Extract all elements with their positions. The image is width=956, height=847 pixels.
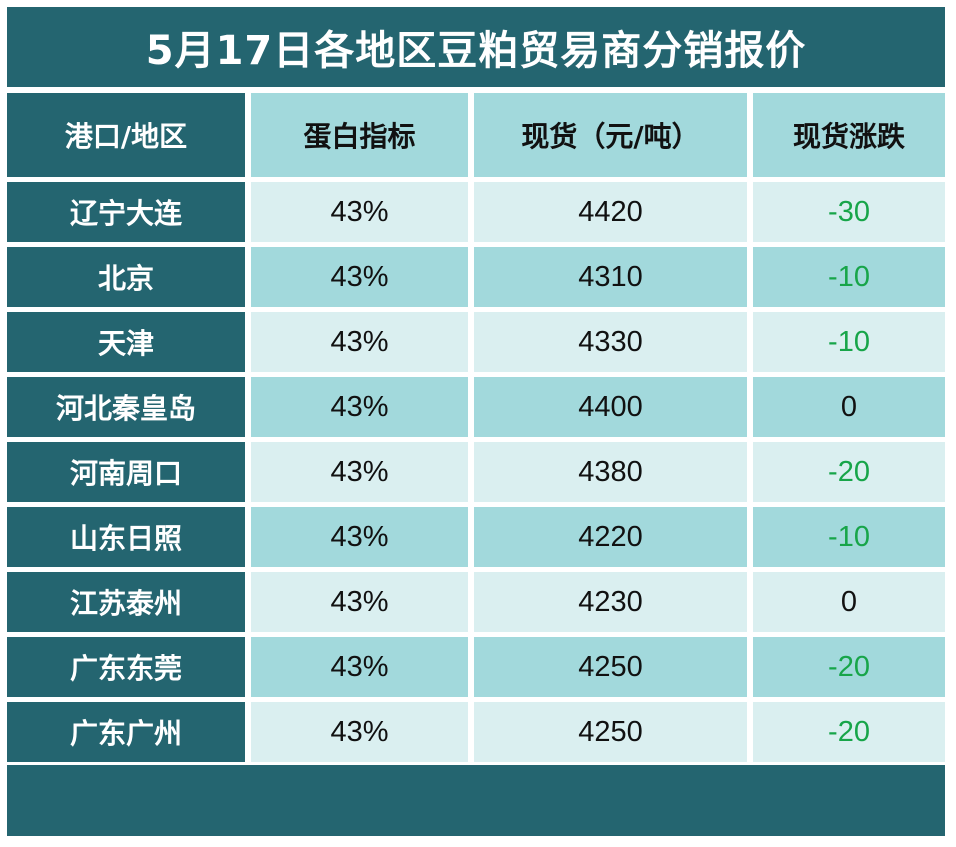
row-change: -20	[753, 442, 945, 502]
row-region: 江苏泰州	[7, 572, 245, 632]
row-price: 4230	[474, 572, 747, 632]
row-price: 4400	[474, 377, 747, 437]
row-protein: 43%	[251, 702, 468, 762]
row-region: 山东日照	[7, 507, 245, 567]
row-change: -30	[753, 182, 945, 242]
row-change: 0	[753, 377, 945, 437]
row-protein: 43%	[251, 312, 468, 372]
row-change: -10	[753, 312, 945, 372]
row-region: 广东广州	[7, 702, 245, 762]
price-table: 港口/地区 蛋白指标 现货（元/吨） 现货涨跌 辽宁大连 43% 4420 -3…	[7, 93, 947, 762]
row-price: 4420	[474, 182, 747, 242]
row-region: 北京	[7, 247, 245, 307]
row-protein: 43%	[251, 182, 468, 242]
footer-bar	[7, 765, 945, 836]
row-change: -20	[753, 702, 945, 762]
row-price: 4220	[474, 507, 747, 567]
row-protein: 43%	[251, 377, 468, 437]
row-protein: 43%	[251, 247, 468, 307]
header-change: 现货涨跌	[753, 93, 945, 177]
row-region: 辽宁大连	[7, 182, 245, 242]
row-region: 河南周口	[7, 442, 245, 502]
row-change: 0	[753, 572, 945, 632]
row-protein: 43%	[251, 637, 468, 697]
row-change: -10	[753, 507, 945, 567]
row-change: -20	[753, 637, 945, 697]
row-change: -10	[753, 247, 945, 307]
row-region: 河北秦皇岛	[7, 377, 245, 437]
row-protein: 43%	[251, 507, 468, 567]
header-region: 港口/地区	[7, 93, 245, 177]
row-price: 4380	[474, 442, 747, 502]
row-region: 广东东莞	[7, 637, 245, 697]
row-price: 4310	[474, 247, 747, 307]
row-price: 4250	[474, 637, 747, 697]
row-price: 4250	[474, 702, 747, 762]
row-protein: 43%	[251, 442, 468, 502]
table-title: 5月17日各地区豆粕贸易商分销报价	[7, 7, 945, 87]
row-price: 4330	[474, 312, 747, 372]
row-protein: 43%	[251, 572, 468, 632]
header-protein: 蛋白指标	[251, 93, 468, 177]
row-region: 天津	[7, 312, 245, 372]
header-price: 现货（元/吨）	[474, 93, 747, 177]
